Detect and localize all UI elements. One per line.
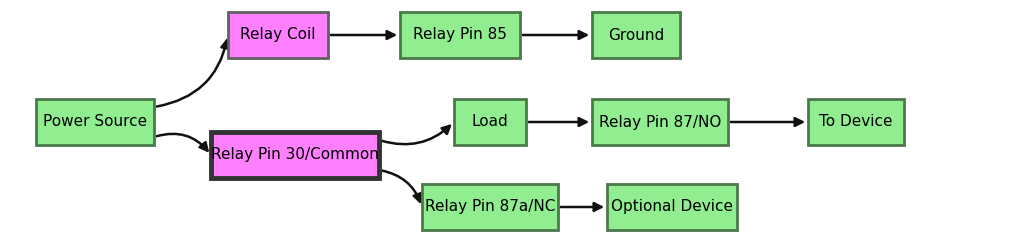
Text: Relay Coil: Relay Coil [241,28,315,42]
FancyBboxPatch shape [592,12,680,58]
FancyBboxPatch shape [36,99,154,145]
Text: Ground: Ground [608,28,665,42]
FancyBboxPatch shape [454,99,526,145]
FancyBboxPatch shape [400,12,520,58]
FancyBboxPatch shape [808,99,904,145]
FancyBboxPatch shape [607,184,737,230]
Text: Relay Pin 87a/NC: Relay Pin 87a/NC [425,200,555,214]
Text: Load: Load [472,114,508,130]
FancyBboxPatch shape [228,12,328,58]
FancyBboxPatch shape [422,184,558,230]
Text: Relay Pin 30/Common: Relay Pin 30/Common [211,148,379,163]
FancyBboxPatch shape [211,132,379,178]
Text: Relay Pin 87/NO: Relay Pin 87/NO [599,114,721,130]
Text: Relay Pin 85: Relay Pin 85 [413,28,507,42]
Text: Optional Device: Optional Device [611,200,733,214]
Text: To Device: To Device [819,114,893,130]
Text: Power Source: Power Source [43,114,147,130]
FancyBboxPatch shape [592,99,728,145]
